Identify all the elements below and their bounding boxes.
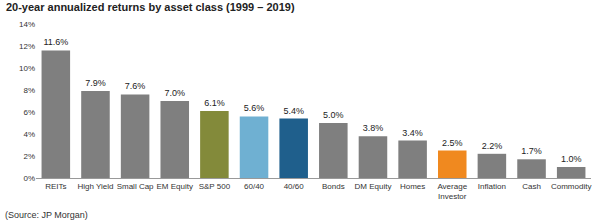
svg-text:0%: 0%: [23, 174, 35, 183]
svg-text:(Source: JP Morgan): (Source: JP Morgan): [5, 210, 88, 220]
svg-text:14%: 14%: [19, 20, 35, 29]
svg-text:7.6%: 7.6%: [125, 81, 146, 91]
svg-text:1.0%: 1.0%: [561, 154, 582, 164]
svg-text:Homes: Homes: [400, 182, 425, 191]
svg-text:2%: 2%: [23, 152, 35, 161]
svg-text:AverageInvestor: AverageInvestor: [437, 182, 467, 201]
svg-text:6.1%: 6.1%: [204, 98, 225, 108]
svg-text:DM Equity: DM Equity: [355, 182, 392, 191]
svg-text:5.6%: 5.6%: [244, 103, 265, 113]
svg-text:2.5%: 2.5%: [442, 138, 463, 148]
svg-text:3.4%: 3.4%: [402, 128, 423, 138]
svg-text:REITs: REITs: [45, 182, 66, 191]
svg-text:4%: 4%: [23, 130, 35, 139]
svg-text:40/60: 40/60: [284, 182, 305, 191]
svg-text:11.6%: 11.6%: [43, 37, 68, 47]
svg-text:3.8%: 3.8%: [363, 123, 384, 133]
svg-text:EM Equity: EM Equity: [157, 182, 193, 191]
svg-text:8%: 8%: [23, 86, 35, 95]
svg-text:Small Cap: Small Cap: [117, 182, 154, 191]
svg-text:Cash: Cash: [522, 182, 541, 191]
svg-text:7.0%: 7.0%: [164, 88, 185, 98]
svg-text:7.9%: 7.9%: [85, 78, 106, 88]
svg-text:60/40: 60/40: [244, 182, 265, 191]
svg-text:High Yield: High Yield: [77, 182, 113, 191]
svg-text:12%: 12%: [19, 42, 35, 51]
svg-text:10%: 10%: [19, 64, 35, 73]
svg-text:5.4%: 5.4%: [283, 106, 304, 116]
svg-text:6%: 6%: [23, 108, 35, 117]
svg-text:S&P 500: S&P 500: [199, 182, 231, 191]
svg-text:1.7%: 1.7%: [521, 146, 542, 156]
svg-text:Commodity: Commodity: [551, 182, 591, 191]
svg-text:5.0%: 5.0%: [323, 110, 344, 120]
svg-text:Inflation: Inflation: [478, 182, 506, 191]
svg-text:Bonds: Bonds: [322, 182, 345, 191]
svg-text:2.2%: 2.2%: [482, 141, 503, 151]
svg-text:20-year annualized returns by: 20-year annualized returns by asset clas…: [6, 1, 295, 13]
